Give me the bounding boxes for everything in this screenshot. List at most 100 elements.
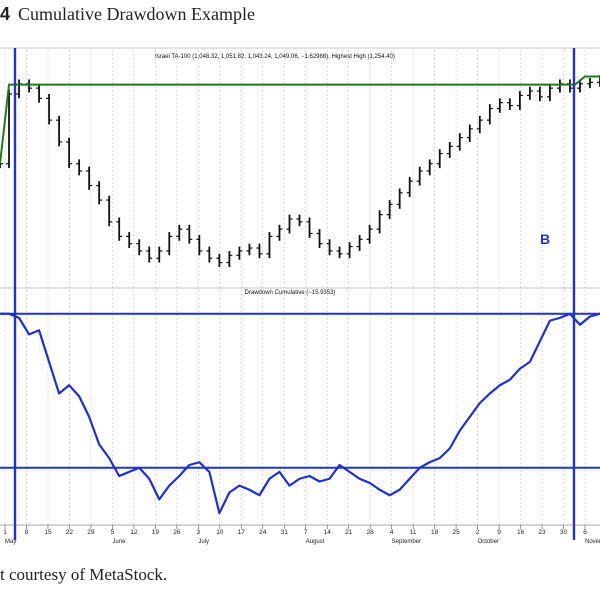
price-bar xyxy=(96,181,103,205)
figure-caption: t courtesy of MetaStock. xyxy=(0,565,168,584)
price-bar xyxy=(556,79,563,93)
x-month-label: November xyxy=(585,539,600,545)
price-bar xyxy=(106,195,113,227)
x-tick-label: 19 xyxy=(152,529,160,536)
price-bar xyxy=(176,224,183,241)
x-tick-label: 3 xyxy=(197,529,201,536)
price-bar xyxy=(226,250,233,267)
x-axis-ticks: 1 8 15 22 29 5 12 19 26 3 10 17 24 31 7 14 21 28 4 11 18 25 2 9… xyxy=(3,525,587,536)
x-tick-label: 12 xyxy=(130,529,138,536)
x-tick-label: 26 xyxy=(173,529,181,536)
highest-high-line xyxy=(0,75,600,164)
price-bar xyxy=(146,246,153,263)
x-tick-label: 6 xyxy=(583,529,587,536)
x-month-label: October xyxy=(478,539,499,545)
price-bar xyxy=(326,239,333,256)
price-panel-title: Israel TA-100 (1,048.32, 1,051.82, 1,043… xyxy=(155,54,395,60)
price-bar xyxy=(446,141,453,158)
price-bar xyxy=(416,166,423,186)
x-month-label: June xyxy=(112,539,126,545)
price-bar xyxy=(166,232,173,256)
vertical-grid xyxy=(4,50,586,525)
x-tick-label: 30 xyxy=(560,529,568,536)
price-bar xyxy=(346,242,353,259)
x-tick-label: 1 xyxy=(3,529,7,536)
x-tick-label: 14 xyxy=(324,529,332,536)
price-bar xyxy=(256,243,263,259)
figure-title-text: Cumulative Drawdown Example xyxy=(18,4,255,24)
price-bar xyxy=(196,234,203,256)
price-bar xyxy=(496,98,503,113)
x-tick-label: 7 xyxy=(304,529,308,536)
x-tick-label: 21 xyxy=(345,529,353,536)
x-tick-label: 29 xyxy=(87,529,95,536)
price-bar xyxy=(66,137,73,169)
x-tick-label: 16 xyxy=(517,529,525,536)
price-bar xyxy=(526,86,533,100)
price-bar xyxy=(466,124,473,142)
price-bar xyxy=(396,188,403,209)
price-bar xyxy=(6,89,13,169)
x-month-label: August xyxy=(306,539,325,545)
price-bar xyxy=(536,86,543,102)
x-tick-label: 28 xyxy=(367,529,375,536)
price-bar xyxy=(246,243,253,256)
x-tick-label: 15 xyxy=(44,529,52,536)
price-bar xyxy=(46,93,53,125)
x-tick-label: 23 xyxy=(538,529,546,536)
price-bar xyxy=(286,214,293,234)
price-bar xyxy=(506,98,513,110)
x-tick-label: 31 xyxy=(281,529,289,536)
figure-number: 4 xyxy=(0,4,11,24)
x-tick-label: 2 xyxy=(476,529,480,536)
price-bar xyxy=(26,79,33,93)
price-bar xyxy=(76,159,83,176)
figure-title: 4 Cumulative Drawdown Example xyxy=(0,4,255,25)
x-axis-months: May June July August September October Novembe… xyxy=(5,539,600,545)
x-tick-label: 10 xyxy=(216,529,224,536)
price-bar xyxy=(296,214,303,227)
x-tick-label: 9 xyxy=(497,529,501,536)
price-bar xyxy=(486,104,493,125)
x-month-label: July xyxy=(198,539,209,545)
x-month-label: September xyxy=(392,539,421,545)
price-bar xyxy=(86,166,93,190)
price-bar xyxy=(426,159,433,176)
price-bar xyxy=(566,79,573,93)
price-bar xyxy=(406,176,413,198)
x-tick-label: 18 xyxy=(431,529,439,536)
price-bar xyxy=(586,77,593,89)
x-tick-label: 25 xyxy=(452,529,460,536)
price-bar xyxy=(156,246,163,263)
price-bar xyxy=(36,83,43,103)
price-bar xyxy=(206,246,213,263)
price-bar xyxy=(336,246,343,259)
drawdown-panel-title: Drawdown Cumulative (−15.9353) xyxy=(245,290,336,296)
price-bar xyxy=(456,133,463,151)
x-tick-label: 5 xyxy=(111,529,115,536)
drawdown-series-line xyxy=(0,312,600,515)
price-bar xyxy=(316,229,323,249)
price-bars xyxy=(0,75,600,267)
x-tick-label: 4 xyxy=(390,529,394,536)
drawdown-chart: Israel TA-100 (1,048.32, 1,051.82, 1,043… xyxy=(0,47,600,545)
price-bar xyxy=(376,210,383,234)
price-bar xyxy=(276,224,283,241)
x-tick-label: 17 xyxy=(238,529,246,536)
price-bar xyxy=(236,246,243,260)
price-bar xyxy=(186,224,193,244)
price-bar xyxy=(306,217,313,238)
x-tick-label: 11 xyxy=(410,529,417,536)
annotation-b: B xyxy=(540,231,550,247)
price-bar xyxy=(476,115,483,134)
price-bar xyxy=(116,217,123,241)
price-bar xyxy=(436,149,443,169)
price-bar xyxy=(136,239,143,256)
price-bar xyxy=(356,234,363,251)
price-bar xyxy=(216,253,223,267)
price-bar xyxy=(516,91,523,110)
x-tick-label: 24 xyxy=(259,529,267,536)
price-bar xyxy=(126,232,133,249)
price-bar xyxy=(266,232,273,259)
x-month-label: May xyxy=(5,539,16,545)
